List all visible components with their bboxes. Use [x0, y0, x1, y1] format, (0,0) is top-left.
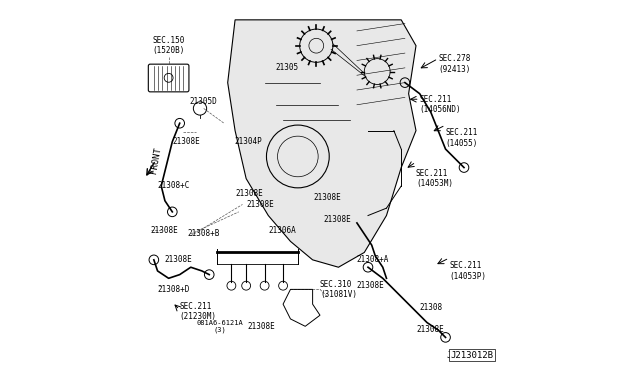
Text: 21308E: 21308E [235, 189, 263, 198]
Text: 21305D: 21305D [190, 97, 218, 106]
Text: 21305: 21305 [275, 63, 298, 72]
Text: 21308E: 21308E [246, 200, 274, 209]
Text: 21308+D: 21308+D [157, 285, 190, 294]
Text: SEC.211
(14053M): SEC.211 (14053M) [416, 169, 453, 188]
Text: 21308E: 21308E [357, 281, 385, 290]
Text: 21308+A: 21308+A [357, 255, 389, 264]
Text: 21308E: 21308E [150, 226, 178, 235]
Text: 21308E: 21308E [314, 193, 341, 202]
Text: SEC.211
(21230M): SEC.211 (21230M) [180, 302, 217, 321]
Text: SEC.211
(14053P): SEC.211 (14053P) [449, 261, 486, 280]
Text: 081A6-6121A
(3): 081A6-6121A (3) [197, 320, 244, 333]
FancyBboxPatch shape [148, 64, 189, 92]
Text: 21308+C: 21308+C [157, 182, 190, 190]
Text: J213012B: J213012B [446, 351, 486, 360]
Polygon shape [228, 20, 416, 267]
Text: 21308E: 21308E [416, 326, 444, 334]
Text: 21308E: 21308E [172, 137, 200, 146]
Text: 21308+B: 21308+B [187, 230, 220, 238]
Text: 21308E: 21308E [324, 215, 351, 224]
Text: J213012B: J213012B [451, 350, 493, 359]
Text: FRONT: FRONT [149, 146, 163, 174]
Text: SEC.150
(1520B): SEC.150 (1520B) [152, 36, 185, 55]
Text: SEC.211
(14056ND): SEC.211 (14056ND) [420, 95, 461, 115]
Text: 21304P: 21304P [234, 137, 262, 146]
Text: 21308E: 21308E [165, 255, 193, 264]
Text: SEC.278
(92413): SEC.278 (92413) [438, 54, 470, 74]
Text: SEC.310
(31081V): SEC.310 (31081V) [320, 280, 357, 299]
Text: 21308: 21308 [420, 303, 443, 312]
Text: 21306A: 21306A [268, 226, 296, 235]
Text: 21308E: 21308E [247, 322, 275, 331]
Text: SEC.211
(14055): SEC.211 (14055) [445, 128, 478, 148]
